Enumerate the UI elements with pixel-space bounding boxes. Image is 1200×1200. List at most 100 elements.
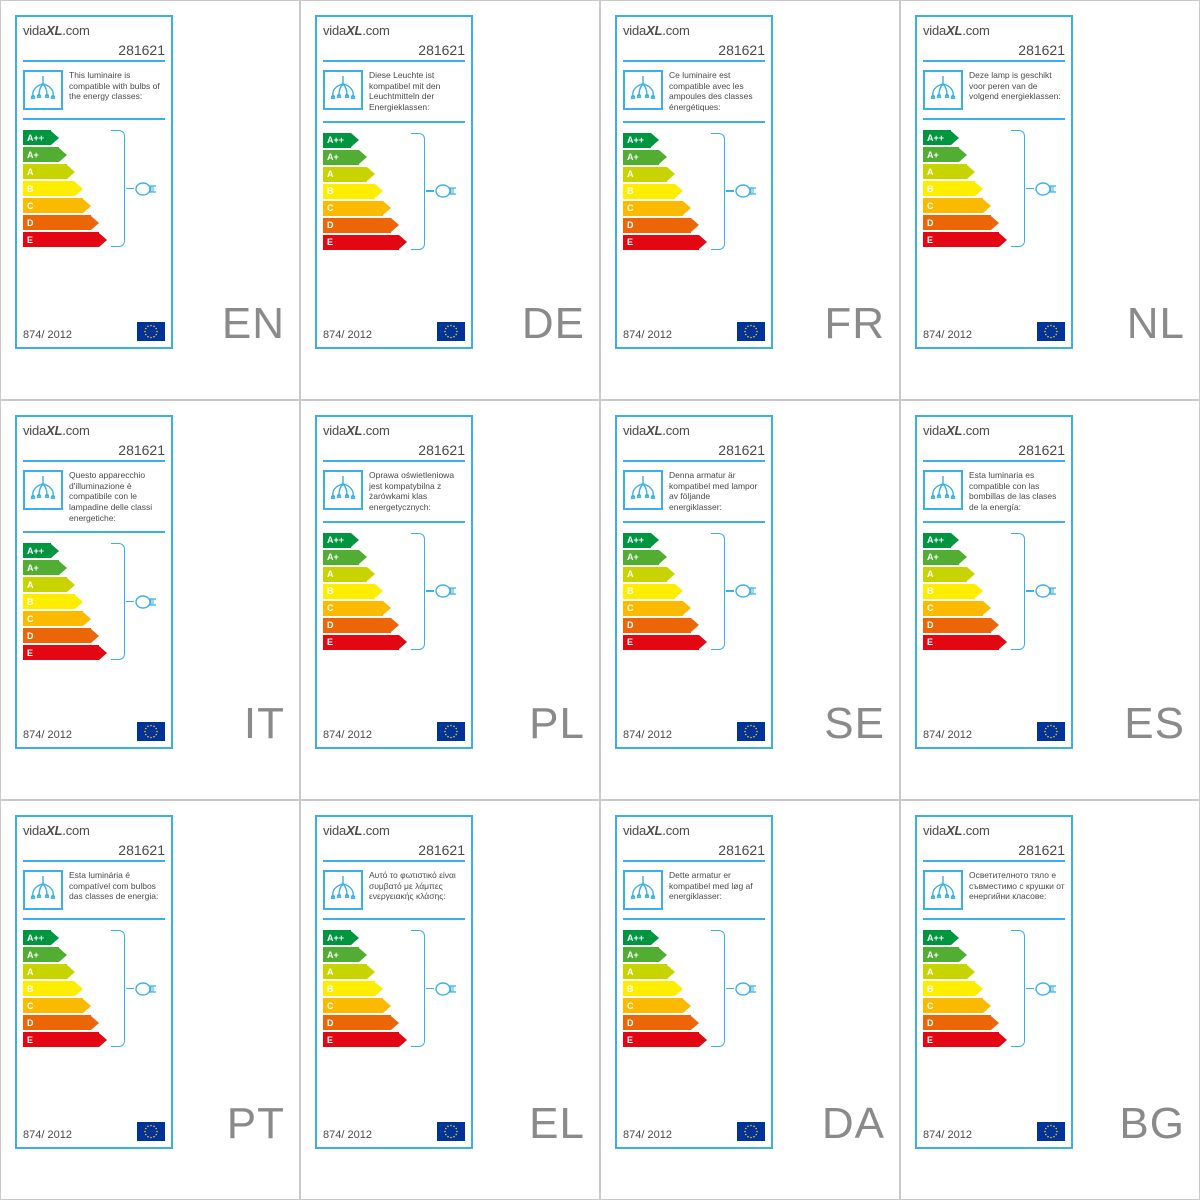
chandelier-icon: [927, 474, 959, 506]
regulation-number: 874/ 2012: [323, 1129, 372, 1141]
regulation-number: 874/ 2012: [623, 1129, 672, 1141]
energy-class-row: E: [923, 1032, 1065, 1047]
bulb-icon: [734, 981, 760, 997]
energy-class-label: B: [927, 184, 934, 194]
energy-class-arrow: A: [323, 167, 375, 182]
regulation-number: 874/ 2012: [623, 329, 672, 341]
regulation-number: 874/ 2012: [23, 1129, 72, 1141]
model-number: 281621: [323, 442, 465, 462]
energy-class-arrow: C: [623, 201, 691, 216]
eu-flag-icon: [1037, 722, 1065, 741]
energy-class-label: D: [927, 620, 934, 630]
energy-class-row: D: [623, 218, 765, 233]
energy-class-row: A+: [23, 147, 165, 162]
energy-class-row: C: [623, 201, 765, 216]
energy-class-label: D: [327, 620, 334, 630]
energy-class-arrow: B: [23, 181, 83, 196]
energy-label-card: vidaXL.com 281621 Denna armatur är kompa…: [615, 415, 773, 749]
chandelier-icon: [27, 474, 59, 506]
energy-classes: A++ A+ A B: [923, 533, 1065, 650]
compatibility-row: Questo apparecchio d'illuminazione è com…: [23, 470, 165, 533]
energy-label-card: vidaXL.com 281621 This luminaire is comp…: [15, 15, 173, 349]
label-cell: vidaXL.com 281621 Oprawa oświetleniowa j…: [300, 400, 600, 800]
energy-class-arrow: C: [323, 201, 391, 216]
energy-class-label: A: [627, 967, 634, 977]
luminaire-icon-box: [323, 70, 363, 110]
energy-class-row: A+: [923, 947, 1065, 962]
energy-class-label: A++: [27, 546, 44, 556]
compatibility-row: Esta luminaria es compatible con las bom…: [923, 470, 1065, 523]
energy-class-row: A++: [323, 533, 465, 548]
energy-class-label: E: [327, 237, 333, 247]
energy-class-arrow: A: [923, 567, 975, 582]
eu-flag-icon: [737, 322, 765, 341]
language-code: DA: [822, 1099, 885, 1149]
label-cell: vidaXL.com 281621 Esta luminária é compa…: [0, 800, 300, 1200]
brand-logo: vidaXL.com: [923, 423, 1065, 438]
luminaire-icon-box: [623, 870, 663, 910]
energy-class-label: B: [927, 984, 934, 994]
energy-class-arrow: A: [923, 164, 975, 179]
energy-class-arrow: B: [323, 184, 383, 199]
model-number: 281621: [323, 842, 465, 862]
energy-class-row: C: [623, 601, 765, 616]
label-footer: 874/ 2012: [923, 722, 1065, 741]
energy-class-label: A+: [327, 552, 339, 562]
energy-class-row: D: [323, 218, 465, 233]
label-footer: 874/ 2012: [23, 1122, 165, 1141]
energy-class-arrow: B: [623, 584, 683, 599]
energy-class-label: A: [927, 569, 934, 579]
energy-class-arrow: C: [923, 198, 991, 213]
label-cell: vidaXL.com 281621 Esta luminaria es comp…: [900, 400, 1200, 800]
energy-class-arrow: C: [323, 998, 391, 1013]
energy-class-row: A: [623, 964, 765, 979]
energy-class-arrow: A: [623, 567, 675, 582]
bulb-pointer: [426, 583, 460, 599]
energy-class-row: A: [923, 964, 1065, 979]
compatibility-text: Diese Leuchte ist kompatibel mit den Leu…: [369, 70, 465, 113]
luminaire-icon-box: [23, 470, 63, 510]
energy-class-label: A: [27, 580, 34, 590]
chandelier-icon: [27, 74, 59, 106]
language-code: NL: [1127, 299, 1185, 349]
bulb-pointer: [726, 183, 760, 199]
energy-class-row: A+: [323, 947, 465, 962]
label-footer: 874/ 2012: [623, 1122, 765, 1141]
energy-class-label: C: [927, 1001, 934, 1011]
brand-logo: vidaXL.com: [23, 23, 165, 38]
brand-logo: vidaXL.com: [623, 23, 765, 38]
energy-class-arrow: A+: [923, 550, 967, 565]
energy-class-label: D: [627, 620, 634, 630]
energy-class-row: A++: [23, 130, 165, 145]
energy-class-arrow: D: [923, 1015, 999, 1030]
energy-class-row: D: [623, 618, 765, 633]
energy-class-row: D: [923, 215, 1065, 230]
bulb-pointer: [426, 183, 460, 199]
energy-class-row: E: [623, 235, 765, 250]
energy-class-arrow: A++: [23, 130, 59, 145]
compatibility-row: Осветителното тяло е съвместимо с крушки…: [923, 870, 1065, 920]
energy-class-row: A: [323, 964, 465, 979]
energy-class-label: A+: [927, 150, 939, 160]
language-code: EN: [222, 299, 285, 349]
label-footer: 874/ 2012: [323, 1122, 465, 1141]
regulation-number: 874/ 2012: [323, 329, 372, 341]
energy-class-row: E: [23, 645, 165, 660]
class-bracket: [711, 533, 725, 650]
energy-class-arrow: A+: [623, 550, 667, 565]
energy-class-arrow: E: [23, 645, 107, 660]
class-bracket: [711, 133, 725, 250]
chandelier-icon: [627, 474, 659, 506]
model-number: 281621: [23, 842, 165, 862]
class-bracket: [411, 133, 425, 250]
energy-class-label: A++: [627, 535, 644, 545]
compatibility-row: Dette armatur er kompatibel med løg af e…: [623, 870, 765, 920]
energy-class-label: C: [27, 1001, 34, 1011]
energy-class-arrow: A: [23, 964, 75, 979]
energy-class-label: E: [927, 637, 933, 647]
class-bracket: [411, 930, 425, 1047]
energy-class-row: C: [623, 998, 765, 1013]
energy-classes: A++ A+ A B: [923, 130, 1065, 247]
energy-class-row: A+: [623, 947, 765, 962]
energy-class-arrow: A+: [323, 150, 367, 165]
